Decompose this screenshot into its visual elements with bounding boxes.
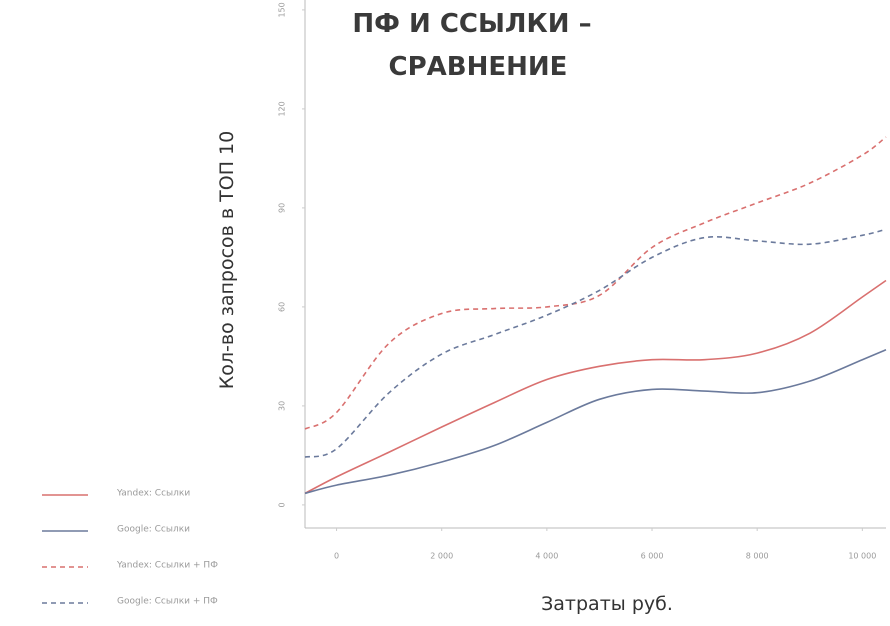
x-tick-label: 8 000 bbox=[746, 552, 769, 561]
y-axis-label: Кол-во запросов в ТОП 10 bbox=[216, 131, 238, 389]
x-tick-label: 2 000 bbox=[430, 552, 453, 561]
y-tick-label: 150 bbox=[278, 2, 287, 17]
series-line bbox=[304, 279, 887, 495]
x-tick-label: 0 bbox=[334, 552, 339, 561]
y-tick-label: 90 bbox=[278, 203, 287, 213]
chart-title: СРАВНЕНИЕ bbox=[389, 52, 568, 82]
y-tick-label: 120 bbox=[278, 101, 287, 116]
y-tick-label: 30 bbox=[278, 401, 287, 411]
y-tick-label: 0 bbox=[278, 502, 287, 507]
legend-label: Google: Ссылки + ПФ bbox=[117, 597, 218, 607]
legend-label: Google: Ссылки bbox=[117, 525, 190, 535]
series-line bbox=[304, 349, 887, 495]
x-tick-label: 4 000 bbox=[535, 552, 558, 561]
legend-label: Yandex: Ссылки bbox=[116, 489, 190, 499]
series-line bbox=[304, 228, 887, 458]
legend-label: Yandex: Ссылки + ПФ bbox=[116, 561, 218, 571]
y-tick-label: 60 bbox=[278, 302, 287, 312]
chart-title: ПФ И ССЫЛКИ – bbox=[352, 9, 591, 39]
series-line bbox=[304, 136, 887, 430]
x-axis-label: Затраты руб. bbox=[541, 593, 673, 615]
x-tick-label: 6 000 bbox=[641, 552, 664, 561]
x-tick-label: 10 000 bbox=[848, 552, 876, 561]
